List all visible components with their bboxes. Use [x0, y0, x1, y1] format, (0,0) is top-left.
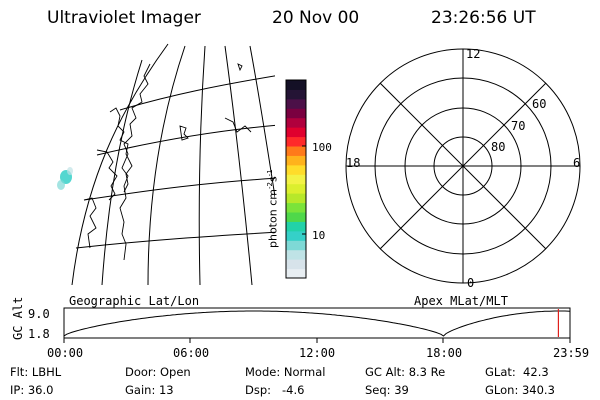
coastline: [83, 197, 97, 249]
colorbar-swatch: [286, 117, 306, 128]
status-ip: IP: 36.0: [10, 383, 54, 397]
polar-diagonal: [379, 82, 547, 250]
colorbar-swatch: [286, 268, 306, 279]
time-tick: 06:00: [173, 346, 210, 360]
colorbar-swatch: [286, 127, 306, 138]
altitude-tick-high: 9.0: [28, 307, 50, 321]
header-time: 23:26:56 UT: [431, 8, 536, 28]
meridian-line: [147, 45, 186, 285]
coastline: [224, 117, 252, 133]
status-filter: Flt: LBHL: [10, 365, 62, 379]
polar-caption: Apex MLat/MLT: [414, 294, 508, 308]
status-gc-alt: GC Alt: 8.3 Re: [365, 365, 446, 379]
colorbar-swatch: [286, 136, 306, 147]
aurora-emission: [57, 167, 73, 190]
meridian-line: [198, 45, 206, 285]
colorbar-swatch: [286, 108, 306, 119]
mlt-label-18: 18: [346, 156, 361, 170]
status-door: Door: Open: [125, 365, 191, 379]
globe-limb: [71, 43, 169, 285]
colorbar-swatch: [286, 249, 306, 260]
parallel-line: [75, 231, 275, 249]
parallel-line: [96, 124, 275, 156]
time-tick: 12:00: [299, 346, 336, 360]
polar-diagonal: [379, 82, 547, 250]
mlt-label-12: 12: [466, 47, 481, 61]
colorbar-swatch: [286, 259, 306, 270]
polar-ring-80: [433, 136, 493, 196]
altitude-axis-label: GC Alt: [11, 296, 25, 340]
colorbar-tick-100: 100: [312, 141, 332, 154]
colorbar-swatch: [286, 80, 306, 90]
map-caption: Geographic Lat/Lon: [69, 294, 200, 308]
altitude-curve: [63, 310, 571, 337]
colorbar-unit-label: photon cm-2s-1: [266, 169, 280, 248]
status-glat: GLat: 42.3: [485, 365, 549, 379]
colorbar-swatch: [286, 230, 306, 241]
status-gain: Gain: 13: [125, 383, 174, 397]
parallel-line: [83, 177, 275, 201]
colorbar-swatch: [286, 240, 306, 251]
colorbar-swatch: [286, 98, 306, 109]
status-mode: Mode: Normal: [245, 365, 326, 379]
unit-exp2: -1: [266, 169, 274, 177]
instrument-title: Ultraviolet Imager: [47, 8, 201, 28]
header-date: 20 Nov 00: [272, 8, 360, 28]
status-dsp: Dsp: -4.6: [245, 383, 305, 397]
altitude-plot-frame: [63, 307, 571, 339]
colorbar-swatch: [286, 183, 306, 194]
time-tick: 23:59: [553, 346, 590, 360]
altitude-tick-low: 1.8: [28, 327, 50, 341]
colorbar-tick-10: 10: [312, 229, 326, 242]
status-glon: GLon: 340.3: [485, 383, 555, 397]
mlat-label-70: 70: [511, 119, 526, 133]
colorbar-swatch: [286, 146, 306, 156]
coastline: [179, 125, 189, 141]
colorbar-swatch: [286, 89, 306, 100]
time-tick: 00:00: [47, 346, 84, 360]
mlat-label-60: 60: [532, 97, 547, 111]
unit-s: s: [266, 176, 280, 183]
colorbar-frame: [285, 79, 307, 279]
colorbar-swatch: [286, 202, 306, 213]
colorbar-swatch: [286, 193, 306, 204]
coastline: [109, 107, 133, 193]
colorbar-swatch: [286, 174, 306, 185]
polar-ring-70: [404, 107, 522, 225]
colorbar-swatch: [286, 212, 306, 222]
mlt-label-0: 0: [467, 276, 475, 290]
polar-outer-ring: [345, 48, 581, 284]
time-tick: 18:00: [426, 346, 463, 360]
mlt-label-6: 6: [573, 156, 581, 170]
colorbar-swatch: [286, 155, 306, 166]
unit-main: photon cm: [266, 189, 280, 248]
polar-ring-60: [374, 77, 552, 255]
coastline: [237, 63, 243, 72]
mlat-label-80: 80: [491, 140, 506, 154]
coastline: [96, 149, 118, 201]
colorbar-swatch: [286, 221, 306, 232]
meridian-line: [101, 59, 143, 285]
parallel-line: [119, 75, 275, 111]
meridian-line: [224, 45, 253, 285]
coastline: [119, 63, 151, 261]
unit-exp1: -2: [266, 182, 274, 190]
colorbar-swatch: [286, 164, 306, 175]
status-seq: Seq: 39: [365, 383, 409, 397]
